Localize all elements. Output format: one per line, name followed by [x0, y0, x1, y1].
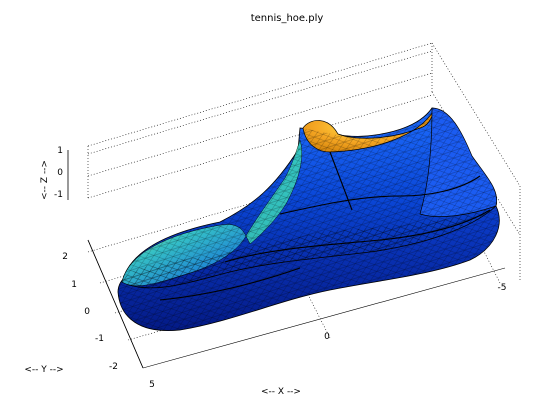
- x-tick-label: 5: [149, 380, 155, 390]
- y-tick-label: 2: [62, 252, 68, 262]
- x-axis-label: <-- X -->: [261, 387, 301, 397]
- y-tick-label: 0: [84, 307, 90, 317]
- y-axis-label: <-- Y -->: [24, 365, 63, 375]
- y-axis: 2 1 0 -1 -2 <-- Y -->: [24, 239, 144, 375]
- y-tick-label: -2: [109, 362, 118, 372]
- z-axis: 1 0 -1 <-- Z -->: [40, 146, 69, 200]
- z-tick-label: 0: [57, 168, 63, 178]
- x-tick-label: 0: [324, 332, 330, 342]
- z-tick-labels: 1 0 -1: [54, 146, 63, 200]
- z-axis-label: <-- Z -->: [40, 160, 50, 200]
- x-axis: 5 0 -5 <-- X -->: [149, 283, 506, 397]
- z-tick-label: -1: [54, 190, 63, 200]
- z-tick-label: 1: [57, 146, 63, 156]
- shoe-surface: [117, 107, 500, 332]
- x-tick-label: -5: [498, 283, 507, 293]
- y-tick-label: 1: [71, 280, 77, 290]
- chart-title: tennis_hoe.ply: [251, 13, 324, 24]
- y-tick-label: -1: [95, 334, 104, 344]
